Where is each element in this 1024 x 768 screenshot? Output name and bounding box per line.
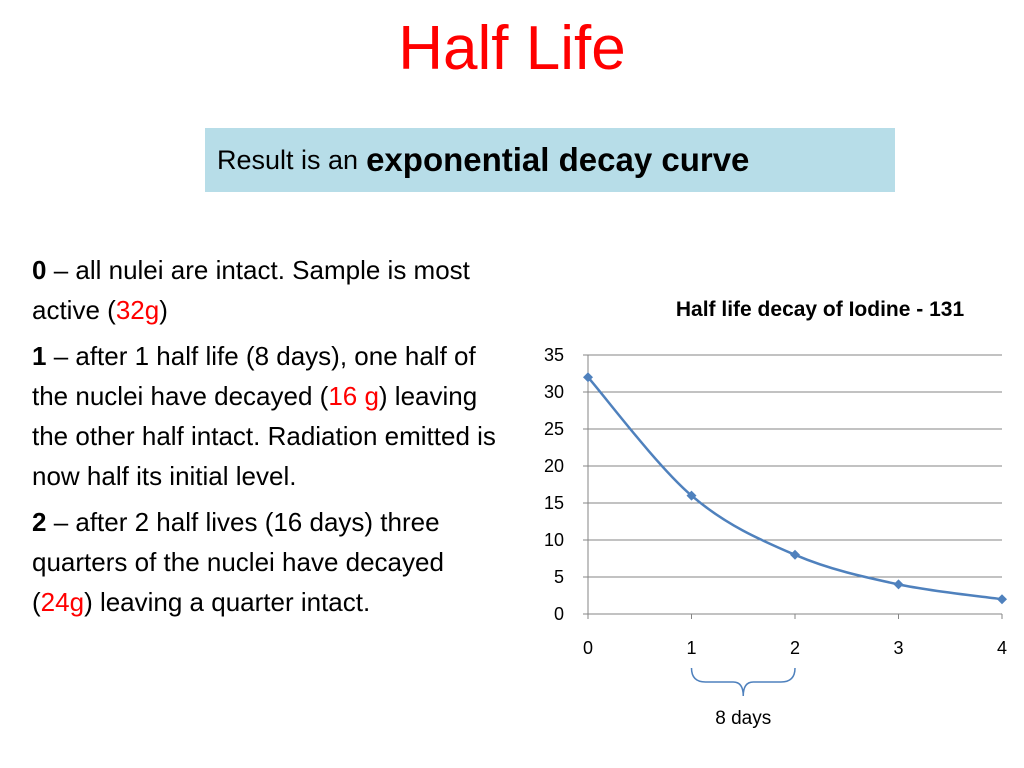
paragraph-number: 2 (32, 507, 47, 537)
paragraph-0: 0 – all nulei are intact. Sample is most… (32, 250, 502, 330)
paragraph-2: 2 – after 2 half lives (16 days) three q… (32, 502, 502, 622)
chart-title: Half life decay of Iodine - 131 (675, 298, 965, 321)
mass-value: 16 g (328, 381, 379, 411)
x-tick-label: 0 (583, 638, 593, 658)
explanation-text: 0 – all nulei are intact. Sample is most… (32, 250, 502, 628)
paragraph-number: 0 (32, 255, 47, 285)
data-point (893, 579, 904, 590)
series-line (587, 376, 1003, 601)
subtitle-box: Result is an exponential decay curve (205, 128, 895, 192)
paragraph-text: – after 2 half lives (16 days) three qua… (32, 507, 444, 617)
slide-title: Half Life (398, 14, 626, 83)
y-tick-label: 15 (544, 493, 564, 513)
x-tick-label: 3 (893, 638, 903, 658)
paragraph-text: – after 1 half life (8 days), one half o… (32, 341, 476, 411)
y-tick-label: 25 (544, 419, 564, 439)
x-tick-label: 1 (686, 638, 696, 658)
paragraph-text: ) leaving a quarter intact. (84, 587, 371, 617)
y-tick-label: 35 (544, 345, 564, 365)
data-point (583, 372, 593, 383)
x-tick-label: 4 (997, 638, 1007, 658)
paragraph-number: 1 (32, 341, 47, 371)
data-point (686, 490, 697, 501)
y-tick-label: 0 (554, 604, 564, 624)
x-tick-label: 2 (790, 638, 800, 658)
subtitle-bold: exponential decay curve (366, 141, 750, 178)
subtitle-prefix: Result is an (217, 144, 359, 175)
data-point (790, 549, 800, 560)
y-tick-label: 10 (544, 530, 564, 550)
data-point (997, 594, 1007, 605)
decay-chart: 0 5 10 15 20 25 30 35 0 1 2 3 4 8 days (544, 345, 1007, 729)
paragraph-text: ) leaving the other half intact. Radiati… (32, 381, 496, 491)
annotation-label: 8 days (715, 708, 771, 729)
mass-value: 24g (40, 587, 85, 617)
brace-annotation (690, 667, 796, 697)
mass-value: 32g (115, 295, 160, 325)
y-tick-label: 30 (544, 382, 564, 402)
paragraph-1: 1 – after 1 half life (8 days), one half… (32, 336, 502, 496)
y-tick-label: 5 (554, 567, 564, 587)
paragraph-text: ) (159, 295, 168, 325)
paragraph-text: – all nulei are intact. Sample is most a… (32, 255, 470, 325)
y-tick-label: 20 (544, 456, 564, 476)
